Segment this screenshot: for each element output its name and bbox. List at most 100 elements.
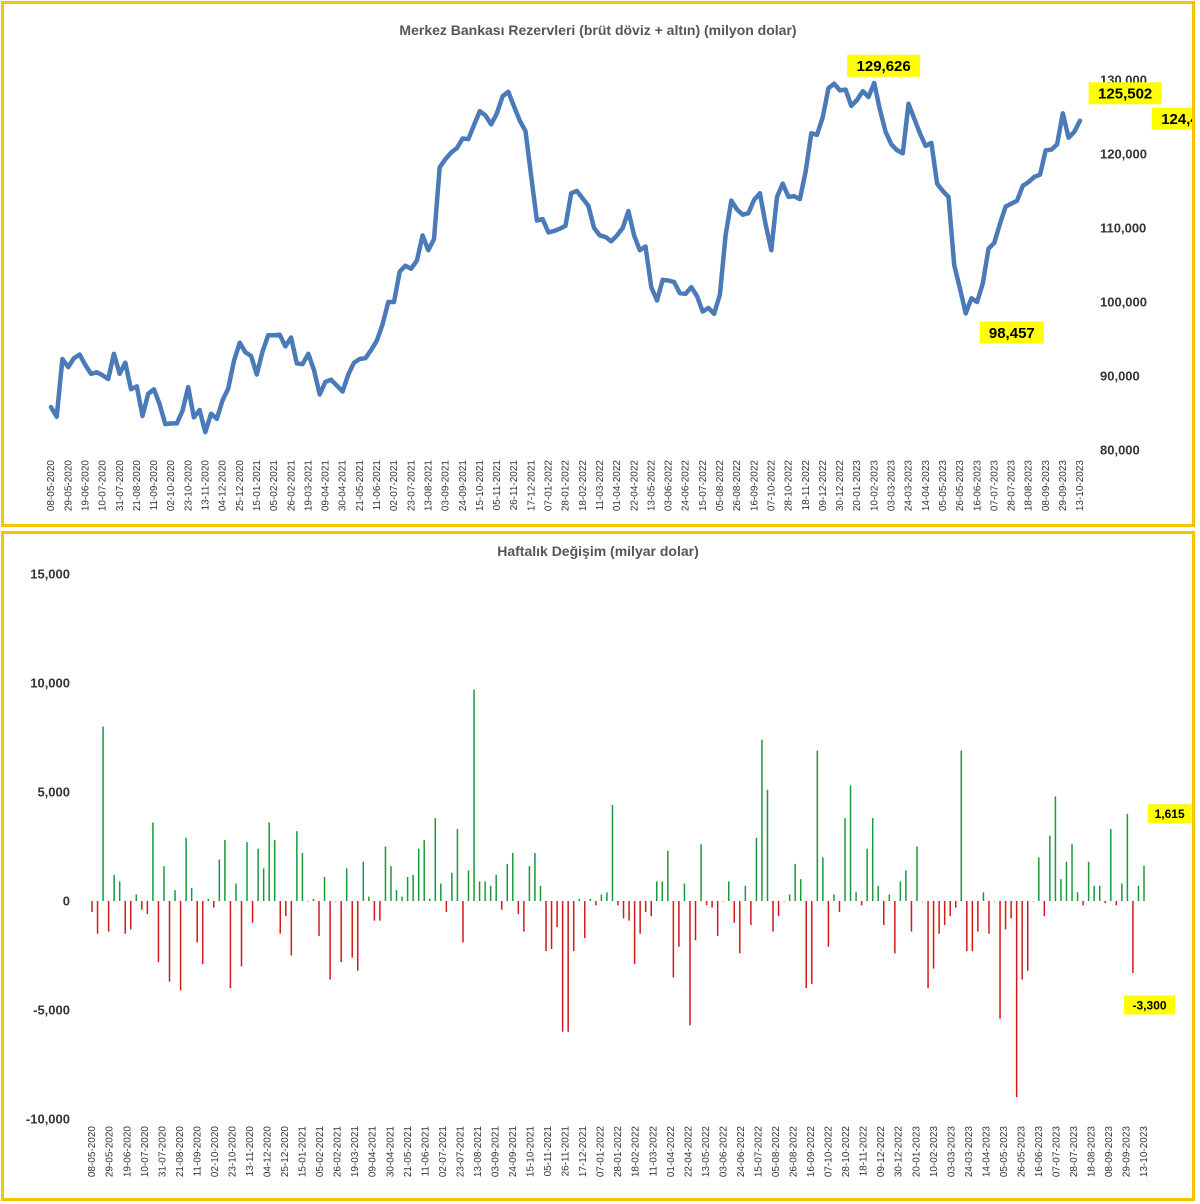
weekly-change-bar	[390, 866, 392, 901]
weekly-x-tick-label: 03-09-2021	[490, 1126, 501, 1178]
weekly-callout: 1,615	[1147, 804, 1192, 824]
weekly-callout-label: -3,300	[1133, 998, 1167, 1012]
reserves-x-tick-label: 29-05-2020	[63, 460, 74, 512]
weekly-change-bar	[401, 896, 403, 901]
weekly-change-bar	[633, 901, 636, 965]
weekly-change-bar	[595, 901, 597, 906]
weekly-change-bar	[279, 901, 282, 934]
weekly-change-bar	[107, 901, 110, 932]
weekly-change-bar	[844, 818, 846, 901]
weekly-change-bar	[678, 901, 680, 947]
weekly-x-tick-label: 26-11-2021	[561, 1126, 572, 1177]
weekly-change-bar	[949, 901, 951, 917]
weekly-change-bar	[827, 901, 830, 947]
weekly-change-bar	[1026, 901, 1029, 971]
weekly-change-bar	[1126, 813, 1129, 901]
weekly-change-bar	[1104, 901, 1106, 904]
weekly-change-bar	[1137, 885, 1140, 901]
reserves-x-tick-label: 04-12-2020	[218, 460, 229, 512]
weekly-change-bar	[539, 885, 542, 901]
weekly-x-tick-label: 11-09-2020	[192, 1126, 203, 1177]
weekly-x-tick-label: 28-10-2022	[841, 1126, 852, 1178]
weekly-x-tick-label: 26-02-2021	[333, 1126, 344, 1178]
weekly-change-bar	[1010, 901, 1012, 919]
reserves-x-tick-label: 23-07-2021	[406, 460, 417, 512]
reserves-callout-background	[847, 54, 921, 77]
weekly-x-tick-label: 17-12-2021	[578, 1126, 589, 1178]
weekly-change-bar	[141, 901, 143, 910]
weekly-change-bar	[694, 901, 697, 941]
reserves-x-tick-label: 13-08-2021	[424, 460, 435, 512]
weekly-change-bar	[290, 901, 293, 956]
reserves-x-tick-label: 03-03-2023	[887, 460, 898, 512]
weekly-y-tick-label: -5,000	[33, 1003, 70, 1018]
weekly-change-bar-chart: -10,000 -5,000 0 5,000 10,000 15,000 08-05-202…	[26, 567, 1192, 1178]
weekly-change-bar	[334, 901, 337, 902]
weekly-change-bar	[152, 822, 154, 901]
weekly-change-bar	[683, 883, 686, 901]
weekly-change-bar	[772, 901, 774, 932]
weekly-change-bar	[705, 901, 708, 906]
weekly-x-tick-label: 05-02-2021	[315, 1126, 326, 1178]
reserves-x-tick-label: 07-01-2022	[544, 460, 555, 512]
weekly-x-tick-label: 23-10-2020	[227, 1126, 238, 1178]
weekly-x-tick-label: 25-12-2020	[280, 1126, 291, 1178]
reserves-x-tick-label: 13-05-2022	[646, 460, 657, 512]
weekly-change-bar	[622, 901, 625, 919]
weekly-change-bar	[971, 901, 974, 952]
weekly-change-bar	[788, 894, 791, 901]
weekly-x-tick-label: 18-08-2023	[1087, 1126, 1098, 1178]
weekly-x-tick-label: 07-07-2023	[1052, 1126, 1063, 1178]
weekly-change-bar	[1143, 865, 1145, 901]
weekly-y-tick-label: 5,000	[37, 785, 70, 800]
weekly-change-bar	[988, 901, 990, 934]
weekly-change-bar	[456, 829, 459, 901]
weekly-change-bar	[196, 901, 198, 943]
weekly-x-tick-label: 13-10-2023	[1139, 1126, 1150, 1178]
reserves-y-tick-label: 110,000	[1100, 221, 1146, 236]
weekly-change-bar	[860, 901, 863, 906]
weekly-change-bar	[916, 846, 918, 901]
reserves-x-tick-label: 05-05-2023	[938, 460, 949, 512]
weekly-change-bar	[611, 805, 614, 901]
reserves-callout: 125,502	[1088, 82, 1162, 105]
weekly-change-bar	[578, 898, 580, 901]
weekly-change-bar	[135, 894, 138, 901]
weekly-change-bar	[888, 894, 891, 901]
reserves-x-tick-label: 03-09-2021	[441, 460, 452, 512]
weekly-change-bar	[672, 901, 675, 978]
reserves-x-tick-label: 31-07-2020	[115, 460, 126, 512]
reserves-x-tick-label: 02-10-2020	[166, 460, 177, 512]
weekly-change-bar	[185, 837, 187, 901]
weekly-x-tick-label: 07-01-2022	[596, 1126, 607, 1178]
reserves-x-tick-label: 14-04-2023	[921, 460, 932, 512]
weekly-change-bar	[1115, 901, 1118, 906]
weekly-change-bar	[528, 866, 531, 901]
weekly-change-bar	[329, 901, 331, 980]
weekly-change-bar	[473, 689, 475, 901]
weekly-change-bar	[434, 818, 437, 901]
reserves-x-tick-label: 26-05-2023	[955, 460, 966, 512]
weekly-change-bar	[999, 901, 1001, 1019]
weekly-change-bar	[235, 883, 237, 901]
reserves-x-tick-label: 22-04-2022	[629, 460, 640, 512]
weekly-change-bar	[938, 901, 940, 934]
reserves-x-tick-label: 26-11-2021	[509, 460, 520, 511]
weekly-change-bar	[1054, 796, 1057, 901]
reserves-callout-background	[1088, 82, 1162, 105]
weekly-x-tick-label: 21-08-2020	[175, 1126, 186, 1178]
weekly-change-bar	[838, 901, 841, 912]
reserves-x-tick-label: 15-10-2021	[475, 460, 486, 512]
reserves-x-tick-label: 10-07-2020	[98, 460, 109, 512]
reserves-callout-background	[1151, 107, 1192, 130]
weekly-change-bar	[567, 901, 569, 1032]
weekly-change-bar	[174, 890, 176, 901]
weekly-x-tick-label: 03-03-2023	[946, 1126, 957, 1178]
weekly-x-tick-label: 10-07-2020	[140, 1126, 151, 1178]
weekly-change-bar	[351, 901, 353, 958]
reserves-x-tick-label: 28-10-2022	[784, 460, 795, 512]
weekly-change-bar	[783, 901, 785, 902]
reserves-x-tick-label: 05-02-2021	[269, 460, 280, 512]
weekly-change-bar	[157, 901, 160, 963]
reserves-x-tick-label: 15-01-2021	[252, 460, 263, 512]
